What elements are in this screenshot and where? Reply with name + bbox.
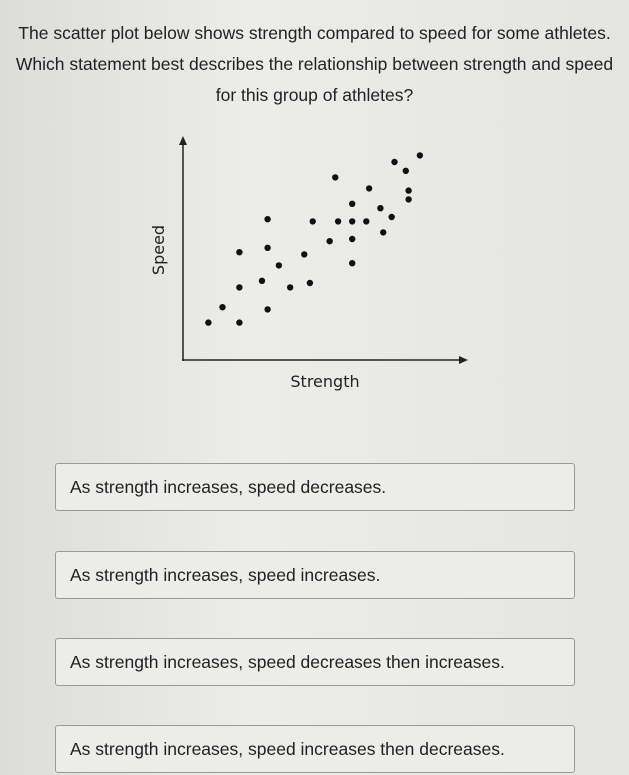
answer-option[interactable]: As strength increases, speed increases t… [55, 725, 575, 773]
scatter-point [391, 158, 398, 166]
scatter-point [416, 152, 424, 159]
scatter-point [388, 213, 395, 221]
scatter-point [380, 229, 387, 236]
scatter-point [349, 260, 356, 267]
scatter-point [264, 244, 271, 251]
scatter-point [349, 235, 356, 243]
scatter-point [365, 185, 373, 192]
scatter-point [326, 238, 333, 245]
answer-option[interactable]: As strength increases, speed increases. [55, 551, 575, 599]
scatter-point [402, 167, 409, 174]
scatter-point [236, 319, 243, 326]
x-arrow [459, 356, 468, 364]
scatter-point [306, 279, 314, 287]
scatter-point [236, 284, 243, 291]
scatter-point [275, 262, 283, 269]
scatter-point [332, 174, 339, 181]
scatter-point [405, 187, 412, 194]
question: The scatter plot below shows strength co… [15, 23, 614, 105]
scatter-point [219, 304, 226, 311]
scatter-point [363, 218, 370, 225]
scatter-point [334, 218, 342, 225]
scatter-point [377, 205, 384, 212]
scatter-point [405, 196, 412, 203]
scatter-point [309, 218, 316, 225]
answer-option[interactable]: As strength increases, speed decreases t… [55, 638, 575, 686]
chart: Strength Speed [149, 136, 468, 391]
scatter-point [264, 216, 271, 223]
x-axis-label: Strength [290, 372, 359, 391]
scatter-point [349, 218, 356, 225]
scatter-point [301, 251, 308, 258]
scatter-point [236, 249, 243, 256]
scatter-point [264, 306, 271, 313]
y-axis-label: Speed [149, 225, 168, 275]
scatter-point [205, 319, 212, 326]
answer-option[interactable]: As strength increases, speed decreases. [55, 463, 575, 511]
y-arrow [179, 136, 187, 145]
scatter-point [286, 284, 294, 291]
scatter-point [258, 277, 266, 284]
scatter-point [349, 200, 356, 207]
